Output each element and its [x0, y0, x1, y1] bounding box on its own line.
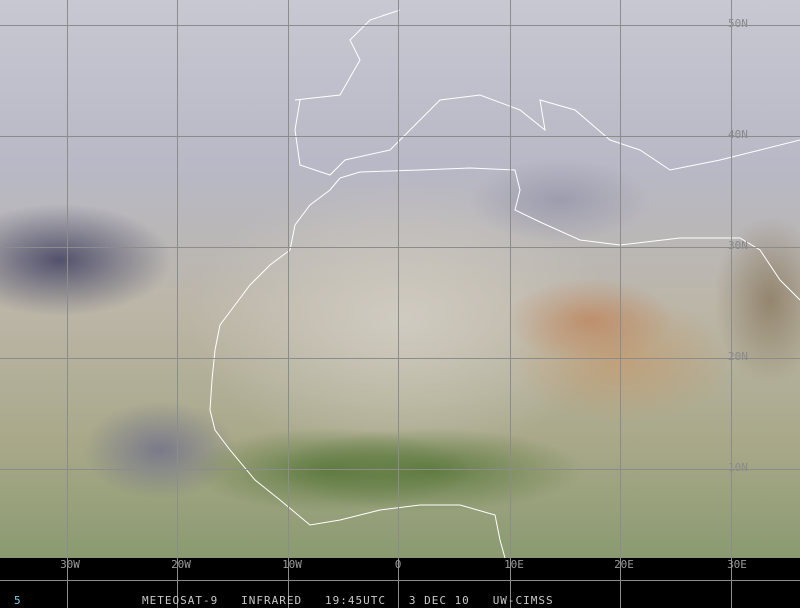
lat-label: 10N	[728, 461, 748, 474]
coastline-africa	[209, 167, 800, 559]
gridline-0	[398, 0, 399, 580]
gridline-30e	[731, 0, 732, 580]
lon-label: 10E	[504, 558, 524, 571]
lon-label: 20W	[171, 558, 191, 571]
gridline-50n	[0, 25, 800, 26]
coastline-europe	[294, 9, 800, 176]
gridline-20n	[0, 358, 800, 359]
gridline-10e	[510, 0, 511, 580]
tick-20e	[620, 558, 621, 608]
source: UW-CIMSS	[492, 594, 554, 607]
frame-number: 5	[14, 594, 21, 607]
tick-0	[398, 558, 399, 608]
tick-30e	[731, 558, 732, 608]
lon-label: 30W	[60, 558, 80, 571]
time: 19:45UTC	[324, 594, 386, 607]
lon-label: 10W	[282, 558, 302, 571]
channel: INFRARED	[241, 594, 303, 607]
satellite-image	[0, 0, 800, 558]
gridline-0n	[0, 580, 800, 581]
gridline-40n	[0, 136, 800, 137]
gridline-30w	[67, 0, 68, 580]
lat-label: 50N	[728, 17, 748, 30]
tick-10e	[510, 558, 511, 608]
gridline-10n	[0, 469, 800, 470]
tick-10w	[288, 558, 289, 608]
date: 3 DEC 10	[408, 594, 470, 607]
gridline-30n	[0, 247, 800, 248]
tick-30w	[67, 558, 68, 608]
satellite-name: METEOSAT-9	[142, 594, 219, 607]
lon-label: 20E	[614, 558, 634, 571]
lat-label: 40N	[728, 128, 748, 141]
gridline-20w	[177, 0, 178, 580]
lon-label: 30E	[727, 558, 747, 571]
gridline-20e	[620, 0, 621, 580]
lat-label: 30N	[728, 239, 748, 252]
gridline-10w	[288, 0, 289, 580]
tick-20w	[177, 558, 178, 608]
image-caption: METEOSAT-9 INFRARED 19:45UTC 3 DEC 10 UW…	[142, 594, 554, 607]
lon-label: 0	[394, 558, 402, 571]
lat-label: 20N	[728, 350, 748, 363]
caption-band	[0, 558, 800, 608]
